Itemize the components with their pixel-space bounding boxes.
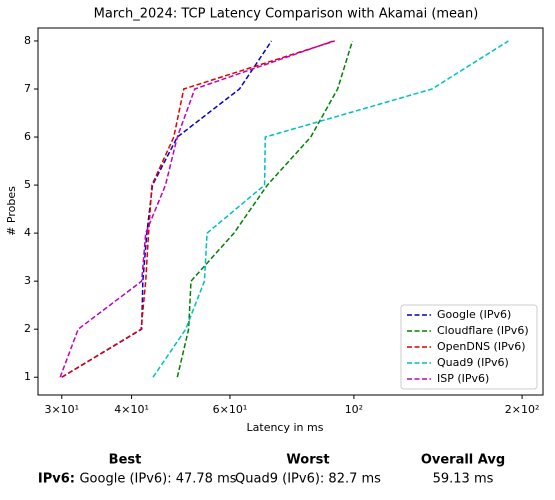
series-line [152,40,509,378]
legend-label: Cloudflare (IPv6) [437,324,529,337]
series-line [61,40,335,378]
x-tick-label: 6×10¹ [213,403,248,416]
y-axis-label: # Probes [5,186,18,236]
plot-frame [37,27,544,396]
y-tick-label: 4 [24,226,31,239]
legend-label: Google (IPv6) [437,308,511,321]
table-cell: Quad9 (IPv6): 82.7 ms [235,472,381,487]
x-tick-label: 2×10² [505,403,540,416]
legend-label: Quad9 (IPv6) [437,356,509,369]
chart-title: March_2024: TCP Latency Comparison with … [94,7,479,22]
y-tick-label: 2 [24,322,31,335]
y-tick-label: 5 [24,178,31,191]
x-tick-label: 3×10¹ [44,403,79,416]
series-line [61,40,273,378]
y-tick-label: 3 [24,274,31,287]
y-tick-label: 8 [24,34,31,47]
table-header: Overall Avg [421,453,505,468]
x-axis-label: Latency in ms [247,421,324,434]
table-header: Worst [286,453,329,468]
legend-box [400,304,538,390]
x-tick-label: 10² [345,403,363,416]
legend-label: OpenDNS (IPv6) [437,340,526,353]
table-header: Best [109,453,142,468]
row-label: IPv6: [38,472,75,487]
x-tick-label: 4×10¹ [114,403,149,416]
y-tick-label: 7 [24,82,31,95]
series-line [176,40,354,378]
table-cell: 59.13 ms [433,472,494,487]
series-line [59,40,334,378]
y-tick-label: 6 [24,130,31,143]
legend-label: ISP (IPv6) [437,372,489,385]
table-cell: Google (IPv6): 47.78 ms [79,472,236,487]
y-tick-label: 1 [24,370,31,383]
